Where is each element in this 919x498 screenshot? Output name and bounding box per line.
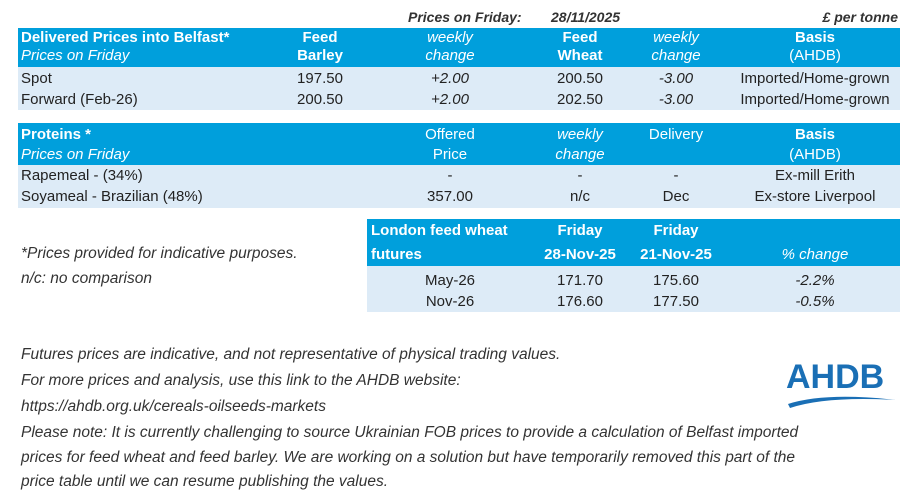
col-basis-1: Basis: [794, 29, 836, 46]
protein-row-change: -: [577, 167, 583, 184]
delivered-rows-band: [18, 67, 900, 110]
delivered-title: Delivered Prices into Belfast*: [21, 29, 230, 46]
proteins-subtitle: Prices on Friday: [21, 146, 130, 163]
ahdb-logo: AHDB: [786, 358, 898, 410]
prices-on-friday-label: Prices on Friday:: [408, 9, 522, 25]
futures-row-change: -0.5%: [795, 293, 835, 310]
protein-row-basis: Ex-mill Erith: [774, 167, 855, 184]
indicative-note: *Prices provided for indicative purposes…: [21, 245, 298, 262]
ahdb-link[interactable]: https://ahdb.org.uk/cereals-oilseeds-mar…: [21, 398, 326, 415]
nc-note: n/c: no comparison: [21, 270, 152, 287]
col-basis-2: (AHDB): [789, 47, 841, 64]
delivered-row-label: Spot: [21, 70, 52, 87]
futures-title-1: London feed wheat: [371, 222, 508, 239]
delivered-row-basis: Imported/Home-grown: [740, 91, 890, 108]
futures-row-b: 177.50: [653, 293, 699, 310]
col-proteins-weekly-1: weekly: [557, 126, 603, 143]
col-feed-wheat-2: Wheat: [557, 47, 603, 64]
futures-row-change: -2.2%: [795, 272, 835, 289]
col-weekly2-1: weekly: [653, 29, 699, 46]
futures-row-b: 175.60: [653, 272, 699, 289]
col-feed-barley-1: Feed: [302, 29, 338, 46]
protein-row-delivery: -: [673, 167, 679, 184]
delivered-row-basis: Imported/Home-grown: [740, 70, 890, 87]
col-weekly-2: change: [425, 47, 475, 64]
delivered-header-band: [18, 28, 900, 67]
unit-label: £ per tonne: [822, 9, 898, 25]
col-weekly2-2: change: [651, 47, 701, 64]
futures-row-month: Nov-26: [425, 293, 475, 310]
protein-row-price: 357.00: [427, 188, 473, 205]
protein-row-basis: Ex-store Liverpool: [754, 188, 876, 205]
more-prices-note: For more prices and analysis, use this l…: [21, 372, 461, 389]
delivered-row-label: Forward (Feb-26): [21, 91, 138, 108]
please-note-line-1: Please note: It is currently challenging…: [21, 424, 799, 441]
col-feed-barley-2: Barley: [297, 47, 343, 64]
futures-col-a-2: 28-Nov-25: [544, 246, 616, 263]
futures-col-a-1: Friday: [557, 222, 603, 239]
col-proteins-basis-1: Basis: [794, 126, 836, 143]
futures-disclaimer: Futures prices are indicative, and not r…: [21, 346, 561, 363]
ahdb-logo-swoosh-icon: [788, 396, 896, 408]
col-offered-2: Price: [432, 146, 468, 163]
futures-header-band: [367, 219, 900, 266]
delivered-row-barley-change: +2.00: [431, 91, 469, 108]
futures-title-2: futures: [371, 246, 422, 263]
col-feed-wheat-1: Feed: [562, 29, 598, 46]
protein-row-label: Soyameal - Brazilian (48%): [21, 188, 203, 205]
futures-row-a: 171.70: [557, 272, 603, 289]
delivered-row-wheat: 202.50: [557, 91, 603, 108]
delivered-row-wheat-change: -3.00: [658, 91, 694, 108]
please-note-line-3: price table until we can resume publishi…: [21, 473, 389, 490]
delivered-row-barley: 197.50: [297, 70, 343, 87]
delivered-row-barley-change: +2.00: [431, 70, 469, 87]
please-note-line-2: prices for feed wheat and feed barley. W…: [21, 449, 795, 466]
futures-row-month: May-26: [424, 272, 476, 289]
futures-row-a: 176.60: [557, 293, 603, 310]
ahdb-logo-text: AHDB: [786, 358, 885, 396]
delivered-row-wheat-change: -3.00: [658, 70, 694, 87]
proteins-header-band: [18, 123, 900, 165]
delivered-subtitle: Prices on Friday: [21, 47, 130, 64]
protein-row-change: n/c: [569, 188, 590, 205]
protein-row-delivery: Dec: [662, 188, 690, 205]
col-proteins-weekly-2: change: [555, 146, 605, 163]
protein-row-label: Rapemeal - (34%): [21, 167, 143, 184]
col-weekly-1: weekly: [427, 29, 473, 46]
protein-row-price: -: [447, 167, 453, 184]
col-offered-1: Offered: [425, 126, 475, 143]
proteins-rows-band: [18, 165, 900, 208]
futures-col-change: % change: [781, 246, 849, 263]
delivered-row-barley: 200.50: [297, 91, 343, 108]
futures-col-b-2: 21-Nov-25: [640, 246, 712, 263]
delivered-row-wheat: 200.50: [557, 70, 603, 87]
col-delivery: Delivery: [648, 126, 704, 143]
futures-rows-band: [367, 266, 900, 312]
futures-col-b-1: Friday: [653, 222, 699, 239]
col-proteins-basis-2: (AHDB): [789, 146, 841, 163]
proteins-title: Proteins *: [21, 126, 92, 143]
prices-date: 28/11/2025: [551, 9, 621, 25]
